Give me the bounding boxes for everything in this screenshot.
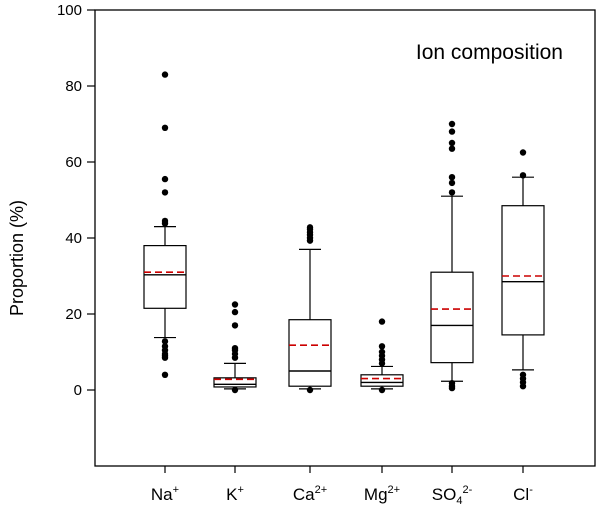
iqr-box bbox=[143, 245, 187, 309]
outlier-point bbox=[448, 179, 456, 187]
outlier-point bbox=[519, 172, 527, 179]
box-4 bbox=[360, 318, 404, 394]
outlier-point bbox=[161, 189, 169, 196]
outlier-point bbox=[448, 189, 456, 196]
outlier-point bbox=[161, 371, 169, 378]
y-tick-label: 80 bbox=[65, 78, 82, 95]
x-tick-label: Na+ bbox=[151, 484, 179, 504]
outlier-point bbox=[231, 308, 239, 316]
outlier-point bbox=[161, 124, 169, 131]
outlier-point bbox=[448, 139, 456, 147]
outlier-point bbox=[231, 301, 239, 308]
box-series bbox=[143, 71, 545, 394]
iqr-box bbox=[360, 374, 404, 387]
outlier-point bbox=[448, 384, 456, 392]
box-1 bbox=[143, 71, 187, 378]
outlier-point bbox=[161, 175, 169, 183]
x-tick-label: SO42- bbox=[432, 484, 473, 507]
y-tick-label: 40 bbox=[65, 230, 82, 247]
y-axis-title: Proportion (%) bbox=[7, 200, 27, 316]
outlier-point bbox=[448, 120, 456, 128]
y-axis: 0 20 40 60 80 100 bbox=[57, 2, 95, 399]
x-tick-label: Cl- bbox=[513, 484, 533, 504]
iqr-box bbox=[430, 271, 474, 364]
outlier-point bbox=[161, 354, 169, 361]
outlier-point bbox=[231, 322, 239, 329]
outlier-point bbox=[231, 386, 239, 394]
outlier-point bbox=[161, 220, 169, 227]
outlier-point bbox=[519, 149, 527, 156]
iqr-box bbox=[288, 319, 332, 387]
box-5 bbox=[430, 120, 474, 392]
x-tick-label: K+ bbox=[226, 484, 244, 504]
outlier-point bbox=[448, 174, 456, 181]
outlier-point bbox=[448, 145, 456, 152]
x-tick-label: Mg2+ bbox=[364, 484, 400, 504]
outlier-point bbox=[231, 354, 239, 361]
outlier-point bbox=[378, 386, 386, 394]
outlier-point bbox=[448, 128, 456, 135]
outlier-point bbox=[306, 386, 314, 394]
outlier-point bbox=[378, 318, 386, 325]
box-2 bbox=[213, 301, 257, 394]
y-tick-label: 100 bbox=[57, 2, 82, 19]
x-axis: Na+ K+ Ca2+ Mg2+ SO42- Cl- bbox=[151, 466, 533, 507]
outlier-point bbox=[161, 71, 169, 78]
y-tick-label: 0 bbox=[74, 382, 82, 399]
outlier-point bbox=[378, 343, 386, 350]
iqr-box bbox=[501, 205, 545, 336]
y-tick-label: 60 bbox=[65, 154, 82, 171]
outlier-point bbox=[519, 383, 527, 390]
outlier-point bbox=[306, 237, 314, 244]
x-tick-label: Ca2+ bbox=[293, 484, 327, 504]
y-tick-label: 20 bbox=[65, 306, 82, 323]
outlier-point bbox=[378, 360, 386, 367]
box-3 bbox=[288, 224, 332, 394]
outlier-point bbox=[161, 338, 169, 345]
chart-title: Ion composition bbox=[416, 41, 563, 64]
box-6 bbox=[501, 149, 545, 390]
